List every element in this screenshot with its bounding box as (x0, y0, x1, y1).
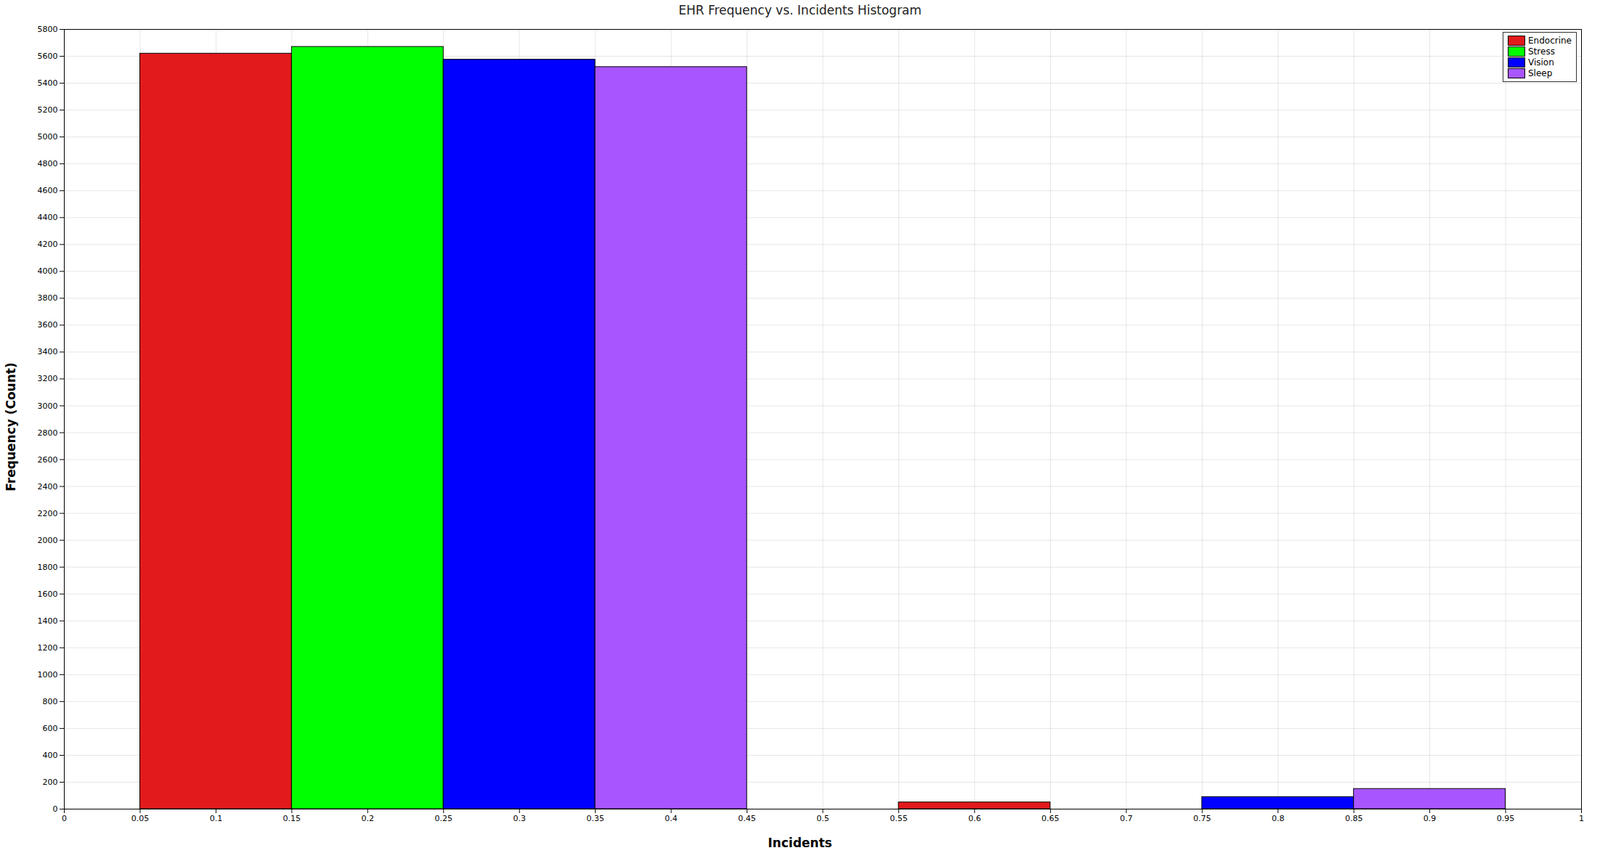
svg-text:1200: 1200 (37, 643, 59, 653)
svg-text:0.45: 0.45 (737, 814, 757, 824)
svg-text:0.7: 0.7 (1119, 814, 1134, 824)
svg-text:1600: 1600 (37, 589, 59, 600)
svg-text:0.6: 0.6 (968, 814, 982, 824)
svg-text:1: 1 (1578, 814, 1585, 824)
svg-text:200: 200 (42, 777, 59, 788)
svg-text:4600: 4600 (37, 185, 59, 196)
svg-text:0.8: 0.8 (1271, 814, 1285, 824)
svg-text:4200: 4200 (37, 239, 59, 250)
svg-text:0: 0 (53, 804, 59, 815)
html-text:Sleep: Sleep (1528, 68, 1553, 79)
html-text:Frequency (Count): Frequency (Count) (3, 362, 19, 492)
svg-text:3600: 3600 (37, 320, 59, 330)
svg-text:0.1: 0.1 (209, 814, 223, 824)
svg-text:0.3: 0.3 (512, 814, 526, 824)
svg-text:0.4: 0.4 (664, 814, 678, 824)
svg-text:4400: 4400 (37, 212, 59, 223)
html-text:Endocrine: Endocrine (1528, 35, 1572, 46)
svg-text:400: 400 (42, 750, 59, 761)
svg-text:2200: 2200 (37, 509, 59, 519)
svg-text:2000: 2000 (37, 535, 59, 546)
svg-text:0.2: 0.2 (361, 814, 375, 824)
html-text:Incidents: Incidents (767, 835, 833, 851)
svg-text:3400: 3400 (37, 347, 59, 357)
svg-text:5600: 5600 (37, 51, 59, 62)
svg-text:3000: 3000 (37, 401, 59, 412)
svg-text:800: 800 (42, 697, 59, 707)
svg-text:0.5: 0.5 (816, 814, 830, 824)
svg-text:0: 0 (61, 814, 67, 824)
svg-text:3200: 3200 (37, 374, 59, 384)
svg-text:0.85: 0.85 (1345, 814, 1364, 824)
svg-text:5800: 5800 (37, 24, 59, 35)
html-text:Stress: Stress (1528, 46, 1555, 57)
svg-text:4000: 4000 (37, 266, 59, 276)
svg-text:2800: 2800 (37, 428, 59, 438)
svg-text:600: 600 (42, 724, 59, 734)
svg-text:2600: 2600 (37, 455, 59, 465)
svg-text:1800: 1800 (37, 562, 59, 573)
svg-text:0.9: 0.9 (1423, 814, 1437, 824)
svg-text:0.15: 0.15 (283, 814, 302, 824)
svg-text:0.05: 0.05 (131, 814, 150, 824)
svg-text:0.65: 0.65 (1041, 814, 1060, 824)
svg-text:5200: 5200 (37, 105, 59, 115)
svg-text:3800: 3800 (37, 293, 59, 303)
svg-text:0.55: 0.55 (889, 814, 908, 824)
svg-text:5000: 5000 (37, 132, 59, 142)
svg-text:0.35: 0.35 (586, 814, 605, 824)
svg-text:1400: 1400 (37, 616, 59, 627)
svg-text:2400: 2400 (37, 482, 59, 492)
svg-text:0.25: 0.25 (435, 814, 454, 824)
svg-text:0.95: 0.95 (1496, 814, 1516, 824)
svg-text:5400: 5400 (37, 78, 59, 88)
svg-text:1000: 1000 (37, 670, 59, 680)
html-text:EHR Frequency vs. Incidents Hi: EHR Frequency vs. Incidents Histogram (678, 2, 922, 18)
svg-text:4800: 4800 (37, 159, 59, 169)
html-text:Vision: Vision (1528, 57, 1555, 68)
svg-text:0.75: 0.75 (1193, 814, 1212, 824)
